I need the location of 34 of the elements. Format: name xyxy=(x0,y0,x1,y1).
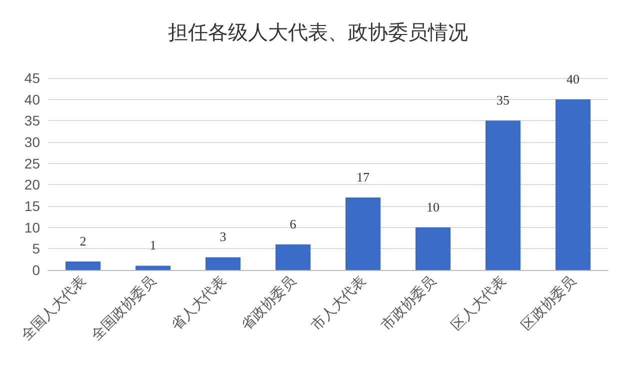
bar xyxy=(556,99,590,270)
y-tick-label: 10 xyxy=(24,219,40,236)
x-tick-label: 省政协委员 xyxy=(238,272,299,334)
data-label: 35 xyxy=(496,92,510,108)
data-label: 17 xyxy=(356,169,370,184)
data-label: 6 xyxy=(290,216,297,232)
y-tick-label: 0 xyxy=(32,262,40,278)
y-tick-label: 45 xyxy=(24,70,40,86)
x-tick-label: 市人大代表 xyxy=(308,272,369,334)
bar xyxy=(486,120,520,270)
data-label: 1 xyxy=(150,238,156,253)
y-tick-label: 30 xyxy=(24,134,40,150)
y-tick-label: 15 xyxy=(24,198,40,214)
x-tick-label: 区政协委员 xyxy=(518,272,579,334)
x-tick-label: 区人大代表 xyxy=(448,272,509,334)
y-tick-label: 20 xyxy=(24,176,40,193)
x-tick-label: 全国政协委员 xyxy=(88,272,159,344)
bar xyxy=(346,197,380,270)
x-tick-label: 市政协委员 xyxy=(378,272,439,334)
y-tick-label: 5 xyxy=(32,240,40,257)
bar xyxy=(206,257,240,270)
y-tick-label: 40 xyxy=(24,91,40,108)
data-label: 10 xyxy=(426,199,440,214)
chart-title: 担任各级人大代表、政协委员情况 xyxy=(168,22,468,44)
data-label: 3 xyxy=(220,229,226,244)
bar xyxy=(136,266,170,270)
data-label: 2 xyxy=(80,233,86,248)
data-label: 40 xyxy=(566,71,580,86)
bar xyxy=(276,244,310,270)
bar xyxy=(416,227,450,270)
bar xyxy=(66,261,100,270)
y-tick-label: 35 xyxy=(24,112,40,129)
y-tick-label: 25 xyxy=(24,155,40,172)
x-tick-label: 省人大代表 xyxy=(168,272,229,334)
